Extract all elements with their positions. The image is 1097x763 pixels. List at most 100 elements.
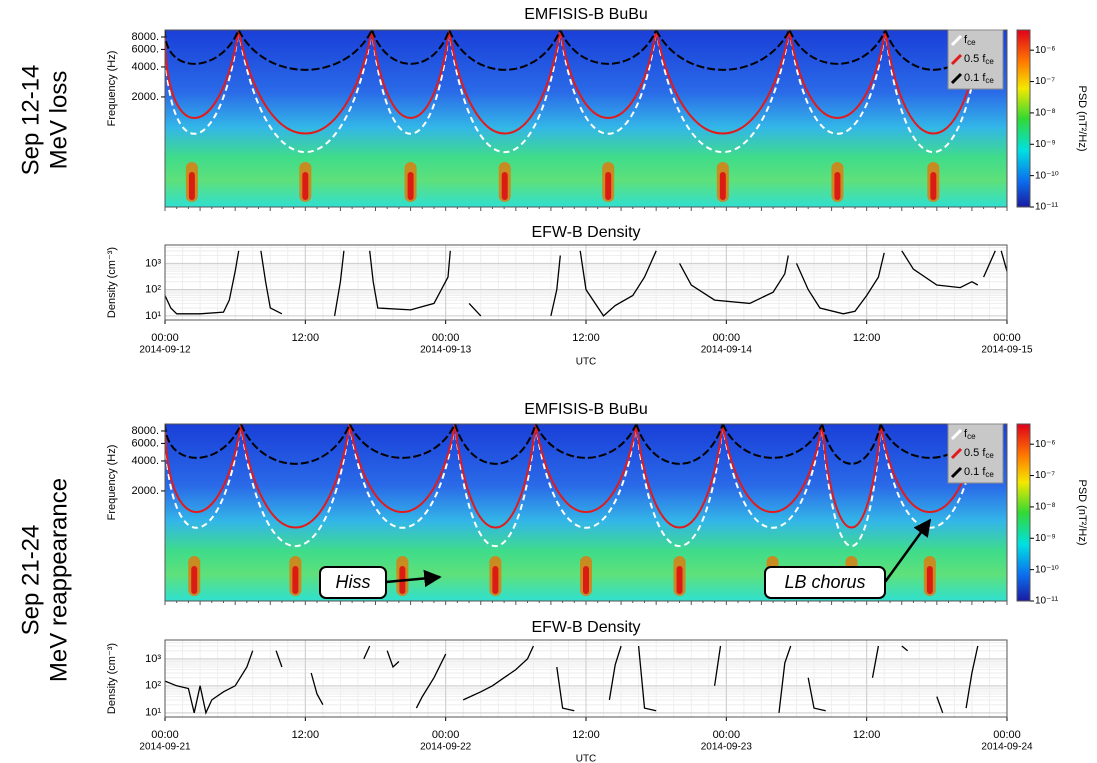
- wave-activity: [191, 566, 198, 594]
- legend-name: f: [964, 34, 968, 46]
- legend-subscript: ce: [985, 76, 994, 85]
- x-tick-date: 2014-09-12: [139, 345, 191, 356]
- x-tick-date: 2014-09-21: [139, 742, 191, 753]
- chart-title: EFW-B Density: [531, 619, 640, 636]
- x-tick-label: 12:00: [292, 332, 320, 344]
- legend-name: 0.1 f: [964, 72, 986, 84]
- annotation-arrow: [883, 518, 932, 583]
- x-tick-label: 00:00: [432, 332, 460, 344]
- colorbar-tick-label: 10⁻⁹: [1035, 533, 1056, 544]
- colorbar-tick-label: 10⁻⁷: [1035, 76, 1055, 87]
- y-tick-label: 4000.: [131, 61, 159, 73]
- x-tick-date: 2014-09-13: [420, 345, 472, 356]
- y-tick-label: 6000.: [131, 43, 159, 55]
- x-tick-label: 00:00: [151, 729, 179, 741]
- x-tick-date: 2014-09-22: [420, 742, 472, 753]
- chart-title: EMFISIS-B BuBu: [524, 6, 648, 23]
- x-tick-label: 00:00: [713, 332, 741, 344]
- wave-activity: [492, 566, 499, 594]
- cutoff-curve: [165, 424, 980, 465]
- y-tick-label: 6000.: [131, 437, 159, 449]
- colorbar: [1016, 29, 1031, 208]
- y-tick-label: 10¹: [145, 310, 161, 322]
- x-tick-label: 12:00: [572, 729, 600, 741]
- y-axis-label: Frequency (Hz): [106, 51, 118, 127]
- cutoff-curve: [165, 30, 983, 71]
- legend-entry: fce: [964, 34, 976, 47]
- y-tick-label: 10¹: [145, 707, 161, 719]
- x-tick-label: 00:00: [993, 729, 1021, 741]
- y-tick-label: 10²: [145, 284, 161, 296]
- colorbar: [1016, 423, 1031, 602]
- x-tick-date: 2014-09-24: [981, 742, 1033, 753]
- wave-activity: [676, 566, 683, 594]
- legend-name: 0.5 f: [964, 447, 986, 459]
- legend-swatch: [950, 72, 963, 85]
- wave-activity: [501, 172, 508, 200]
- y-tick-label: 4000.: [131, 455, 159, 467]
- y-tick-label: 10³: [145, 653, 161, 665]
- legend-subscript: ce: [967, 38, 976, 47]
- row-label: MeV loss: [45, 71, 72, 170]
- y-tick-label: 10³: [145, 257, 161, 269]
- x-tick-label: 12:00: [853, 332, 881, 344]
- row-label: Sep 21-24: [17, 525, 44, 636]
- y-tick-label: 2000.: [131, 91, 159, 103]
- wave-activity: [583, 566, 589, 594]
- wave-activity: [834, 172, 841, 200]
- wave-activity: [926, 566, 933, 594]
- legend-swatch: [950, 428, 963, 441]
- wave-activity: [292, 566, 299, 594]
- wave-activity: [407, 172, 414, 200]
- wave-activity: [605, 172, 612, 200]
- x-axis-label: UTC: [576, 357, 597, 368]
- x-tick-label: 12:00: [292, 729, 320, 741]
- annotation-arrow: [385, 569, 442, 588]
- legend-entry: 0.1 fce: [964, 466, 994, 479]
- colorbar-label: PSD (nT²/Hz): [1076, 480, 1088, 546]
- legend-swatch: [950, 447, 963, 460]
- x-tick-label: 00:00: [151, 332, 179, 344]
- chart-title: EMFISIS-B BuBu: [524, 401, 648, 418]
- legend-subscript: ce: [985, 451, 994, 460]
- colorbar-tick-label: 10⁻⁸: [1035, 108, 1056, 119]
- legend-entry: fce: [964, 428, 976, 441]
- x-tick-label: 00:00: [432, 729, 460, 741]
- annotation-box: [764, 566, 886, 599]
- density-line: [164, 250, 1008, 317]
- density-line: [164, 645, 979, 715]
- y-axis-label: Density (cm⁻³): [106, 247, 118, 318]
- colorbar-tick-label: 10⁻¹¹: [1035, 202, 1059, 213]
- y-axis-label: Frequency (Hz): [106, 445, 118, 521]
- y-tick-label: 8000.: [131, 425, 159, 437]
- colorbar-tick-label: 10⁻⁶: [1035, 45, 1056, 56]
- x-tick-label: 12:00: [572, 332, 600, 344]
- legend-name: f: [964, 428, 968, 440]
- colorbar-tick-label: 10⁻¹⁰: [1035, 170, 1059, 181]
- colorbar-tick-label: 10⁻⁶: [1035, 439, 1056, 450]
- x-axis-label: UTC: [576, 754, 597, 763]
- colorbar-tick-label: 10⁻⁹: [1035, 139, 1056, 150]
- row-label: Sep 12-14: [17, 65, 44, 176]
- x-tick-label: 12:00: [853, 729, 881, 741]
- y-tick-label: 8000.: [131, 31, 159, 43]
- colorbar-label: PSD (nT²/Hz): [1076, 86, 1088, 152]
- legend-subscript: ce: [985, 470, 994, 479]
- legend-swatch: [950, 53, 963, 66]
- x-tick-label: 00:00: [713, 729, 741, 741]
- colorbar-tick-label: 10⁻⁸: [1035, 502, 1056, 513]
- y-tick-label: 10²: [145, 680, 161, 692]
- colorbar-tick-label: 10⁻⁷: [1035, 470, 1055, 481]
- annotation-text: LB chorus: [784, 572, 865, 592]
- x-tick-date: 2014-09-14: [701, 345, 753, 356]
- colorbar-tick-label: 10⁻¹⁰: [1035, 564, 1059, 575]
- legend-swatch: [950, 466, 963, 479]
- y-tick-label: 2000.: [131, 485, 159, 497]
- legend-entry: 0.5 fce: [964, 447, 994, 460]
- annotation-box: [319, 566, 387, 599]
- legend-subscript: ce: [985, 57, 994, 66]
- colorbar-tick-label: 10⁻¹¹: [1035, 596, 1059, 607]
- legend-subscript: ce: [967, 432, 976, 441]
- chart-title: EFW-B Density: [531, 224, 640, 241]
